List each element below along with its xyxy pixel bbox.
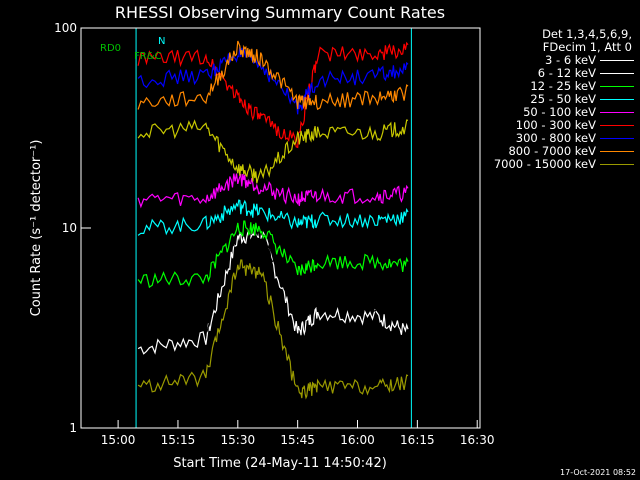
- legend-label: 25 - 50 keV: [530, 92, 596, 106]
- annotation-flag: FR&C: [134, 51, 161, 62]
- series-line-5: [137, 41, 409, 149]
- legend-swatch: [600, 60, 634, 61]
- x-tick-label-6: 16:30: [460, 433, 495, 447]
- series-line-2: [137, 220, 409, 289]
- series-line-1: [137, 222, 409, 342]
- plot-area: 15:00 15:15 15:30 15:45 16:00 16:15 16:30 1 10 10…: [54, 21, 494, 447]
- y-tick-label-0: 1: [69, 421, 77, 435]
- x-tick-label-4: 16:00: [340, 433, 375, 447]
- series-line-0: [137, 227, 409, 355]
- legend-label: 50 - 100 keV: [523, 105, 596, 119]
- legend-label: 100 - 300 keV: [515, 118, 596, 132]
- legend-swatch: [600, 125, 634, 126]
- x-tick-label-0: 15:00: [101, 433, 136, 447]
- legend-item-1: 6 - 12 keV: [470, 67, 636, 80]
- chart-title: RHESSI Observing Summary Count Rates: [115, 3, 445, 22]
- series-line-7: [137, 40, 409, 111]
- legend-swatch: [600, 73, 634, 74]
- legend-swatch: [600, 99, 634, 100]
- series-line-3: [137, 199, 409, 236]
- annotation-rd0: RD0: [100, 43, 121, 54]
- legend-header-line-2: FDecim 1, Att 0: [542, 40, 632, 54]
- y-axis-label: Count Rate (s⁻¹ detector⁻¹): [29, 140, 44, 317]
- x-axis-label: Start Time (24-May-11 14:50:42): [173, 456, 387, 471]
- plot-frame: [80, 27, 481, 429]
- legend-item-2: 12 - 25 keV: [470, 80, 636, 93]
- legend: Det 1,3,4,5,6,9, FDecim 1, Att 0 3 - 6 k…: [470, 28, 636, 171]
- x-tick-label-1: 15:15: [161, 433, 196, 447]
- y-tick-label-1: 10: [62, 221, 77, 235]
- legend-label: 6 - 12 keV: [537, 66, 596, 80]
- y-tick-label-2: 100: [54, 21, 77, 35]
- legend-label: 7000 - 15000 keV: [493, 157, 596, 171]
- legend-swatch: [600, 151, 634, 152]
- x-tick-label-3: 15:45: [280, 433, 315, 447]
- x-tick-label-5: 16:15: [400, 433, 435, 447]
- series-line-6: [137, 47, 409, 115]
- timestamp-footer: 17-Oct-2021 08:52: [560, 468, 636, 477]
- series-line-4: [137, 173, 409, 209]
- legend-label: 12 - 25 keV: [530, 79, 596, 93]
- legend-item-3: 25 - 50 keV: [470, 93, 636, 106]
- legend-swatch: [600, 138, 634, 139]
- legend-label: 800 - 7000 keV: [508, 144, 596, 158]
- x-tick-label-2: 15:30: [221, 433, 256, 447]
- legend-item-8: 7000 - 15000 keV: [470, 158, 636, 171]
- legend-label: 3 - 6 keV: [545, 53, 596, 67]
- legend-item-7: 800 - 7000 keV: [470, 145, 636, 158]
- legend-header-line-1: Det 1,3,4,5,6,9,: [542, 27, 632, 41]
- legend-item-4: 50 - 100 keV: [470, 106, 636, 119]
- series-line-8: [137, 259, 409, 400]
- legend-label: 300 - 800 keV: [515, 131, 596, 145]
- legend-item-6: 300 - 800 keV: [470, 132, 636, 145]
- series-line-9: [137, 119, 409, 184]
- legend-swatch: [600, 86, 634, 87]
- legend-swatch: [600, 112, 634, 113]
- legend-swatch: [600, 164, 634, 165]
- annotation-night: N: [158, 36, 165, 47]
- legend-item-5: 100 - 300 keV: [470, 119, 636, 132]
- legend-item-0: 3 - 6 keV: [470, 54, 636, 67]
